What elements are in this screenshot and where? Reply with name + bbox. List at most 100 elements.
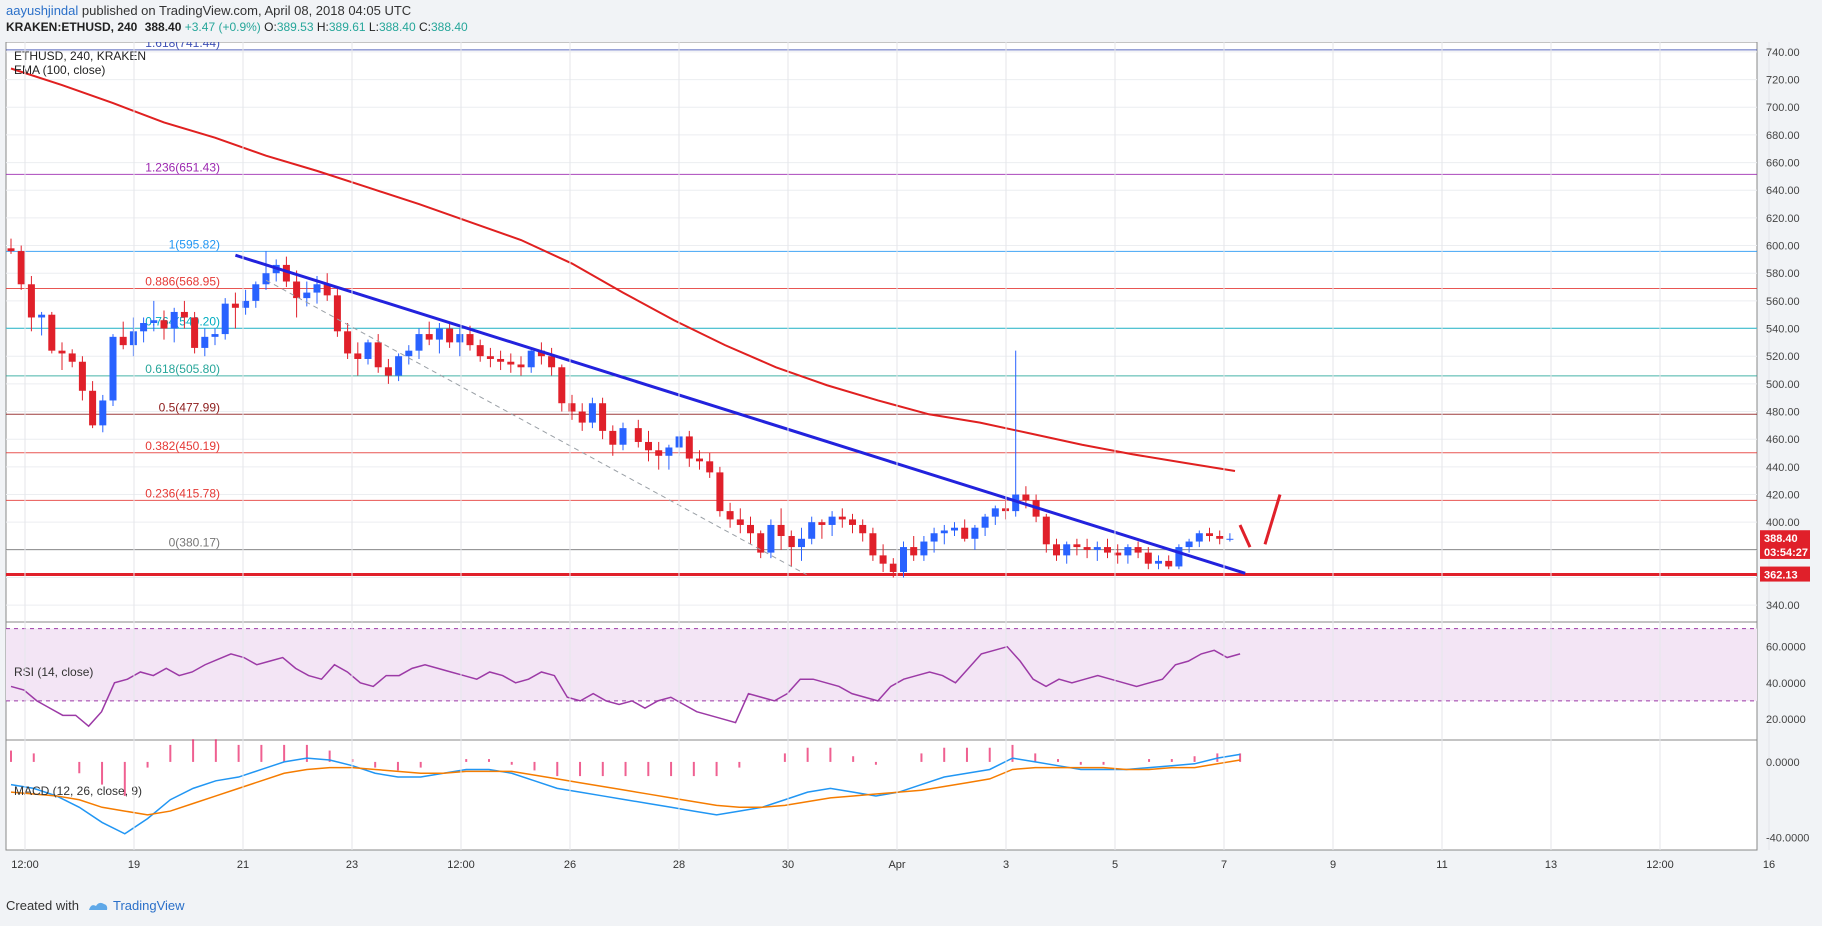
candle-body	[1104, 547, 1111, 553]
candle-body	[303, 292, 311, 299]
fib-level-label: 0(380.17)	[169, 536, 220, 550]
rsi-tick-label: 60.0000	[1766, 642, 1806, 654]
open-label: O:	[264, 20, 277, 34]
candle-body	[1165, 560, 1173, 567]
price-tag-bg	[1760, 543, 1810, 559]
x-tick-label: 13	[1545, 859, 1557, 871]
candle-body	[757, 533, 765, 553]
fib-level-label: 1.236(651.43)	[145, 160, 220, 174]
fib-level-label: 0.886(568.95)	[145, 275, 220, 289]
candle-body	[58, 350, 66, 354]
candle-body	[456, 334, 464, 343]
candle-body	[221, 303, 229, 335]
price-pane: 1.618(741.44) 1.236(651.43) 1(595.82) 0.886…	[5, 42, 1758, 623]
candle-body	[1216, 536, 1224, 539]
candle-body	[665, 447, 673, 456]
candle-body	[1144, 552, 1152, 564]
price-tick-label: 540.00	[1766, 324, 1800, 336]
price-tick-label: 680.00	[1766, 130, 1800, 142]
candle-body	[808, 522, 816, 539]
price-tick-label: 420.00	[1766, 490, 1800, 502]
candle-body	[191, 317, 199, 348]
price-pane-frame	[5, 42, 1758, 623]
fib-level-label: 1.618(741.44)	[145, 42, 220, 50]
candle-body	[634, 428, 642, 442]
candle-body	[486, 356, 494, 359]
x-tick-label: 26	[564, 859, 576, 871]
candle-body	[231, 303, 239, 308]
fib-level-label: 0.5(477.99)	[159, 400, 220, 414]
price-tick-label: 720.00	[1766, 75, 1800, 87]
candle-body	[1093, 547, 1101, 550]
x-tick-label: 12:00	[11, 859, 39, 871]
candle-body	[930, 533, 938, 542]
candle-body	[313, 284, 321, 293]
candle-body	[262, 273, 270, 285]
candle-body	[798, 538, 805, 548]
candle-body	[497, 358, 505, 362]
candle-body	[818, 522, 826, 525]
fib-level-label: 0.618(505.80)	[145, 362, 220, 376]
ema100-line	[10, 67, 1236, 472]
candle-body	[706, 461, 714, 473]
publish-text: published on TradingView.com, April 08, …	[78, 3, 412, 18]
price-tag-bg	[1760, 530, 1810, 546]
candle-body	[282, 264, 290, 282]
chart-svg[interactable]: 1.618(741.44) 1.236(651.43) 1(595.82) 0.886…	[0, 42, 1822, 892]
candle-body	[849, 519, 856, 525]
candle-body	[170, 311, 178, 329]
price-tag-text: 03:54:27	[1764, 547, 1808, 559]
candle-body	[344, 331, 352, 354]
last-price: 388.40	[144, 20, 182, 34]
candle-body	[609, 430, 617, 445]
candle-body	[1063, 544, 1071, 556]
price-tag-text: 362.13	[1764, 570, 1798, 582]
candle-body	[828, 516, 836, 525]
candle-body	[578, 411, 586, 423]
candle-body	[476, 345, 484, 357]
candle-body	[1185, 541, 1193, 548]
candle-body	[889, 563, 897, 572]
fib-level-label: 0.382(450.19)	[145, 439, 220, 453]
candle-body	[293, 281, 301, 299]
price-tick-label: 660.00	[1766, 158, 1800, 170]
candle-body	[940, 530, 948, 534]
rsi-band	[6, 628, 1757, 701]
candle-body	[1226, 538, 1234, 540]
candle-body	[777, 524, 785, 537]
candle-body	[920, 541, 928, 556]
candle-body	[129, 331, 137, 346]
candle-body	[527, 350, 535, 368]
price-tick-label: 340.00	[1766, 600, 1800, 612]
projection-rise-stroke	[1263, 494, 1282, 545]
candle-body	[736, 519, 744, 525]
candle-body	[140, 323, 148, 332]
candle-body	[1175, 547, 1183, 567]
candle-body	[466, 334, 474, 346]
candle-body	[726, 511, 734, 520]
candle-body	[323, 284, 331, 296]
author-link[interactable]: aayushjindal	[6, 3, 79, 18]
price-tick-label: 740.00	[1766, 47, 1800, 59]
candle-body	[109, 336, 117, 401]
candle-body	[435, 328, 443, 340]
publish-info: aayushjindal published on TradingView.co…	[6, 3, 411, 18]
candle-body	[395, 356, 403, 376]
fib-level-label: 1(595.82)	[169, 237, 220, 251]
high-label: H:	[316, 20, 329, 34]
created-with-text: Created with	[6, 898, 79, 913]
macd-line	[10, 753, 1241, 835]
candle-body	[991, 508, 999, 517]
price-tick-label: 600.00	[1766, 241, 1800, 253]
macd-pane-label: MACD (12, 26, close, 9)	[14, 784, 142, 798]
trendline	[234, 253, 1246, 575]
tradingview-brand[interactable]: TradingView	[87, 898, 185, 913]
price-tick-label: 620.00	[1766, 213, 1800, 225]
candle-body	[48, 314, 56, 351]
candle-body	[1053, 544, 1060, 556]
price-tick-label: 400.00	[1766, 517, 1800, 529]
price-tick-label: 500.00	[1766, 379, 1800, 391]
candle-body	[1022, 494, 1030, 501]
candle-body	[78, 361, 86, 391]
candle-body	[568, 403, 576, 412]
